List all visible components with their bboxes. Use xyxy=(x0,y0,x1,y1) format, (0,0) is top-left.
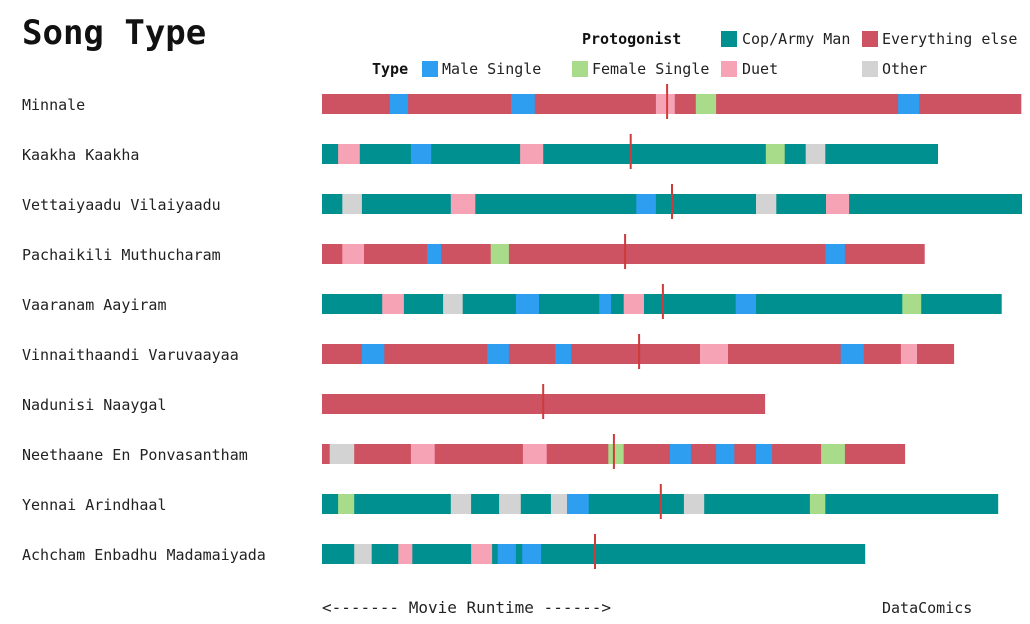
legend-label-other: Other xyxy=(882,60,927,78)
credit-label: DataComics xyxy=(882,599,972,617)
song-segment-pachaikili-muthucharam-2 xyxy=(427,244,441,264)
legend-label-female-single: Female Single xyxy=(592,60,709,78)
song-segment-yennai-arindhaal-3 xyxy=(499,494,521,514)
movie-label-pachaikili-muthucharam: Pachaikili Muthucharam xyxy=(22,246,221,264)
song-segment-vettaiyaadu-vilaiyaadu-2 xyxy=(450,194,476,214)
song-segment-pachaikili-muthucharam-3 xyxy=(490,244,509,264)
movie-label-yennai-arindhaal: Yennai Arindhaal xyxy=(22,496,167,514)
movie-label-kaakha-kaakha: Kaakha Kaakha xyxy=(22,146,139,164)
song-segment-neethaane-en-ponvasantham-7 xyxy=(756,444,773,464)
legend-label-cop: Cop/Army Man xyxy=(742,30,850,48)
song-segment-neethaane-en-ponvasantham-1 xyxy=(329,444,355,464)
legend-swatch-other xyxy=(862,61,878,77)
song-segment-kaakha-kaakha-3 xyxy=(520,144,544,164)
song-segment-kaakha-kaakha-2 xyxy=(410,144,432,164)
song-segment-vaaranam-aayiram-5 xyxy=(623,294,644,314)
song-segment-vaaranam-aayiram-1 xyxy=(382,294,404,314)
legend-swatch-duet xyxy=(721,61,737,77)
song-segment-yennai-arindhaal-6 xyxy=(683,494,705,514)
song-segment-vettaiyaadu-vilaiyaadu-5 xyxy=(826,194,850,214)
song-segment-vaaranam-aayiram-6 xyxy=(735,294,756,314)
song-segment-minnale-5 xyxy=(898,94,920,114)
movie-label-nadunisi-naaygal: Nadunisi Naaygal xyxy=(22,396,167,414)
chart-title: Song Type xyxy=(22,13,206,53)
song-segment-kaakha-kaakha-5 xyxy=(805,144,826,164)
song-segment-yennai-arindhaal-1 xyxy=(338,494,355,514)
movie-rows: Minnale Kaakha Kaakha Vettaiyaadu Vilaiyaa… xyxy=(22,84,1022,569)
song-segment-minnale-3 xyxy=(655,94,675,114)
song-segment-vettaiyaadu-vilaiyaadu-3 xyxy=(636,194,656,214)
song-segment-achcham-enbadhu-madamaiyada-4 xyxy=(497,544,516,564)
movie-label-minnale: Minnale xyxy=(22,96,85,114)
movie-label-vettaiyaadu-vilaiyaadu: Vettaiyaadu Vilaiyaadu xyxy=(22,196,221,214)
legend-swatch-male-single xyxy=(422,61,438,77)
legend-label-male-single: Male Single xyxy=(442,60,541,78)
movie-label-achcham-enbadhu-madamaiyada: Achcham Enbadhu Madamaiyada xyxy=(22,546,266,564)
song-segment-pachaikili-muthucharam-4 xyxy=(825,244,845,264)
song-segment-neethaane-en-ponvasantham-5 xyxy=(669,444,691,464)
song-segment-neethaane-en-ponvasantham-4 xyxy=(608,444,624,464)
song-segment-vinnaithaandi-varuvaayaa-3 xyxy=(555,344,572,364)
song-segment-vaaranam-aayiram-3 xyxy=(515,294,539,314)
song-segment-vinnaithaandi-varuvaayaa-4 xyxy=(700,344,728,364)
song-segment-neethaane-en-ponvasantham-3 xyxy=(522,444,547,464)
runtime-axis-label: <------- Movie Runtime ------> xyxy=(322,598,611,617)
legend-label-duet: Duet xyxy=(742,60,778,78)
legend-swatch-cop xyxy=(721,31,737,47)
song-segment-vaaranam-aayiram-2 xyxy=(443,294,463,314)
song-segment-yennai-arindhaal-4 xyxy=(550,494,567,514)
legend-swatch-everything-else xyxy=(862,31,878,47)
runtime-bar-pachaikili-muthucharam xyxy=(322,244,925,264)
song-segment-vinnaithaandi-varuvaayaa-6 xyxy=(900,344,917,364)
runtime-bar-vinnaithaandi-varuvaayaa xyxy=(322,344,955,364)
song-segment-achcham-enbadhu-madamaiyada-5 xyxy=(522,544,542,564)
song-segment-vettaiyaadu-vilaiyaadu-1 xyxy=(342,194,362,214)
song-segment-vinnaithaandi-varuvaayaa-2 xyxy=(487,344,509,364)
song-segment-vaaranam-aayiram-7 xyxy=(902,294,922,314)
song-segment-pachaikili-muthucharam-1 xyxy=(342,244,364,264)
song-segment-kaakha-kaakha-4 xyxy=(765,144,785,164)
song-segment-achcham-enbadhu-madamaiyada-2 xyxy=(398,544,413,564)
runtime-bar-achcham-enbadhu-madamaiyada xyxy=(322,544,866,564)
legend-swatch-female-single xyxy=(572,61,588,77)
song-segment-neethaane-en-ponvasantham-6 xyxy=(716,444,735,464)
song-segment-yennai-arindhaal-2 xyxy=(450,494,472,514)
legend-protagonist-title: Protogonist xyxy=(582,30,681,48)
song-segment-achcham-enbadhu-madamaiyada-1 xyxy=(354,544,372,564)
song-segment-vettaiyaadu-vilaiyaadu-4 xyxy=(756,194,777,214)
song-segment-kaakha-kaakha-1 xyxy=(338,144,360,164)
song-segment-yennai-arindhaal-5 xyxy=(567,494,589,514)
legend-type-title: Type xyxy=(372,60,408,78)
song-segment-minnale-2 xyxy=(511,94,535,114)
song-segment-vinnaithaandi-varuvaayaa-1 xyxy=(361,344,385,364)
legend-label-everything-else: Everything else xyxy=(882,30,1017,48)
song-segment-neethaane-en-ponvasantham-8 xyxy=(821,444,845,464)
song-segment-neethaane-en-ponvasantham-2 xyxy=(410,444,435,464)
movie-label-vaaranam-aayiram: Vaaranam Aayiram xyxy=(22,296,167,314)
movie-label-vinnaithaandi-varuvaayaa: Vinnaithaandi Varuvaayaa xyxy=(22,346,239,364)
runtime-bar-vaaranam-aayiram xyxy=(322,294,1002,314)
song-segment-vaaranam-aayiram-4 xyxy=(599,294,612,314)
song-segment-minnale-4 xyxy=(695,94,717,114)
song-segment-minnale-1 xyxy=(389,94,409,114)
movie-label-neethaane-en-ponvasantham: Neethaane En Ponvasantham xyxy=(22,446,248,464)
song-segment-achcham-enbadhu-madamaiyada-3 xyxy=(471,544,493,564)
song-segment-yennai-arindhaal-7 xyxy=(809,494,826,514)
song-segment-vinnaithaandi-varuvaayaa-5 xyxy=(840,344,864,364)
